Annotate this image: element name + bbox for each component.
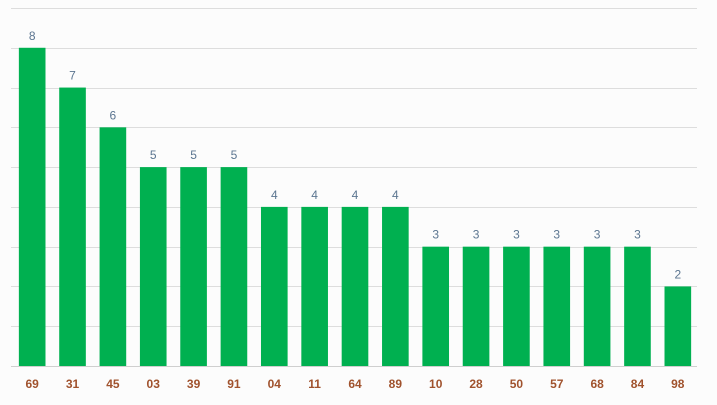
value-label-28: 3 — [473, 228, 480, 242]
bar-03 — [139, 167, 167, 366]
value-labels: 8 7 6 5 5 5 4 4 4 4 3 3 3 3 3 3 2 — [29, 29, 682, 282]
x-tick-label-68: 68 — [590, 377, 604, 391]
x-tick-label-57: 57 — [550, 377, 564, 391]
value-label-57: 3 — [553, 228, 560, 242]
bar-04 — [260, 206, 288, 366]
value-label-84: 3 — [634, 228, 641, 242]
x-tick-label-10: 10 — [429, 377, 443, 391]
bar-45 — [99, 127, 127, 366]
bar-68 — [583, 246, 611, 366]
x-tick-label-28: 28 — [469, 377, 483, 391]
x-tick-label-11: 11 — [308, 377, 321, 391]
bar-84 — [624, 246, 651, 366]
x-tick-label-31: 31 — [66, 377, 80, 391]
value-label-45: 6 — [110, 108, 117, 122]
x-tick-label-98: 98 — [671, 377, 685, 391]
value-label-04: 4 — [271, 188, 278, 202]
x-tick-label-50: 50 — [510, 377, 524, 391]
value-label-03: 5 — [150, 148, 157, 162]
bar-39 — [180, 167, 207, 366]
value-label-31: 7 — [69, 69, 76, 83]
x-tick-label-69: 69 — [26, 377, 40, 391]
bars — [18, 47, 692, 366]
bar-98 — [664, 286, 692, 366]
value-label-11: 4 — [311, 188, 318, 202]
bar-57 — [543, 246, 571, 366]
x-tick-label-39: 39 — [187, 377, 201, 391]
bar-50 — [503, 246, 530, 366]
bar-31 — [59, 87, 86, 366]
bar-89 — [382, 206, 409, 366]
bar-11 — [301, 206, 328, 366]
x-tick-label-45: 45 — [106, 377, 120, 391]
bar-10 — [422, 246, 450, 366]
value-label-89: 4 — [392, 188, 399, 202]
value-label-68: 3 — [594, 228, 601, 242]
value-label-91: 5 — [231, 148, 238, 162]
x-tick-label-03: 03 — [147, 377, 161, 391]
value-label-50: 3 — [513, 228, 520, 242]
bar-69 — [18, 47, 46, 366]
x-tick-label-04: 04 — [268, 377, 282, 391]
bar-91 — [220, 167, 248, 366]
x-tick-labels: 69 31 45 03 39 91 04 11 64 89 10 28 50 57 68 84 98 — [26, 377, 685, 391]
value-label-10: 3 — [432, 228, 439, 242]
x-tick-label-64: 64 — [348, 377, 362, 391]
x-tick-label-91: 91 — [227, 377, 241, 391]
bar-64 — [341, 206, 369, 366]
value-label-69: 8 — [29, 29, 36, 43]
value-label-98: 2 — [674, 267, 681, 281]
x-tick-label-89: 89 — [389, 377, 403, 391]
value-label-39: 5 — [190, 148, 197, 162]
bar-28 — [462, 246, 490, 366]
x-tick-label-84: 84 — [631, 377, 645, 391]
value-label-64: 4 — [352, 188, 359, 202]
